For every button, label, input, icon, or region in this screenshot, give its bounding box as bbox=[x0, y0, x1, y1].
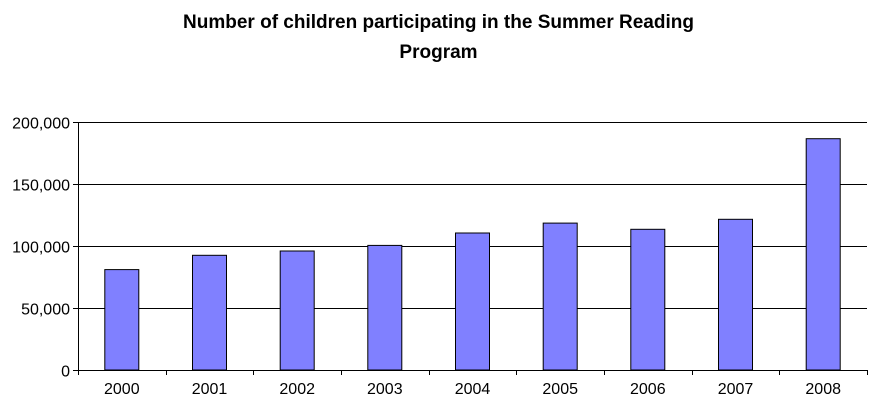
x-tick-label: 2001 bbox=[192, 381, 228, 398]
bar-2008 bbox=[805, 138, 841, 371]
bar-2007 bbox=[718, 218, 753, 371]
chart-title: Number of children participating in the … bbox=[0, 8, 877, 68]
x-tick-label: 2000 bbox=[104, 381, 140, 398]
y-tick-label: 100,000 bbox=[12, 240, 70, 257]
y-tick-label: 150,000 bbox=[12, 178, 70, 195]
chart-title-line-2: Program bbox=[399, 42, 478, 63]
x-tick-label: 2004 bbox=[455, 381, 491, 398]
x-tick-label: 2008 bbox=[805, 381, 841, 398]
bars bbox=[104, 138, 841, 371]
bar-2002 bbox=[279, 250, 315, 371]
y-tick-label: 200,000 bbox=[12, 116, 70, 133]
x-tick-label: 2007 bbox=[718, 381, 754, 398]
y-tick-labels: 0 50,000 100,000 150,000 200,000 bbox=[12, 116, 70, 381]
y-tick-label: 50,000 bbox=[21, 302, 70, 319]
y-tick-label: 0 bbox=[61, 364, 70, 381]
x-tick-label: 2005 bbox=[542, 381, 578, 398]
bar-2005 bbox=[542, 222, 578, 371]
bar-2006 bbox=[630, 228, 666, 371]
bar-2001 bbox=[192, 254, 227, 371]
x-tick-label: 2002 bbox=[279, 381, 315, 398]
x-tick-label: 2003 bbox=[367, 381, 403, 398]
bar-2004 bbox=[455, 232, 490, 371]
bar-2000 bbox=[104, 269, 140, 371]
x-tick-label: 2006 bbox=[630, 381, 666, 398]
axes bbox=[73, 122, 868, 375]
chart-title-line-1: Number of children participating in the … bbox=[183, 12, 694, 33]
bar-2003 bbox=[367, 244, 403, 371]
x-tick-labels: 2000 2001 2002 2003 2004 2005 2006 2007 2008 bbox=[104, 381, 841, 398]
